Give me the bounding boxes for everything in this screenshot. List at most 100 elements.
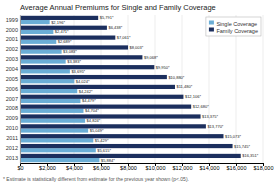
bar — [20, 69, 70, 73]
x-tick-label: $18,000 — [254, 165, 274, 171]
x-tick-label: $12,000 — [173, 165, 193, 171]
grid-line — [209, 15, 210, 163]
x-tick-label: $2,000 — [39, 165, 56, 171]
data-label: $12,680* — [193, 104, 209, 109]
series-bars — [20, 16, 241, 158]
data-label: $4,479* — [82, 98, 96, 103]
data-label: $3,083* — [63, 49, 77, 54]
y-tick: 2004 — [6, 66, 20, 72]
x-tick: $14,000 — [200, 163, 220, 171]
x-tick: $6,000 — [93, 163, 110, 171]
data-label: $16,351* — [242, 153, 258, 158]
data-label: $9,068* — [144, 55, 158, 60]
data-label: $2,471* — [55, 29, 69, 34]
x-tick-label: $6,000 — [93, 165, 110, 171]
chart: $2,196*$2,471*$2,689*$3,083*$3,383*$3,69… — [0, 0, 275, 183]
y-axis-line — [20, 16, 21, 164]
data-label: $13,375* — [202, 114, 218, 119]
data-label: $5,049* — [90, 128, 104, 133]
data-label: $10,880* — [168, 75, 184, 80]
data-label: $15,745* — [234, 144, 250, 149]
y-tick-label: 2005 — [6, 76, 18, 82]
bar — [20, 79, 74, 83]
legend-item: Family Coverage — [209, 28, 258, 34]
y-tick-label: 2009 — [6, 115, 18, 121]
x-tick: $10,000 — [146, 163, 166, 171]
x-tick-label: $14,000 — [200, 165, 220, 171]
x-tick-label: $16,000 — [227, 165, 247, 171]
legend-item: Single Coverage — [209, 21, 257, 27]
grid-line — [20, 15, 21, 163]
x-tick: $8,000 — [120, 163, 137, 171]
y-tick-label: 2006 — [6, 86, 18, 92]
legend-swatch — [209, 21, 214, 25]
title: Average Annual Premiums for Single and F… — [20, 3, 216, 12]
data-label: $5,429* — [95, 138, 109, 143]
bar — [20, 65, 154, 69]
y-axis: 1999 2000 2001 2002 2003 2004 2005 2006 2007 2008… — [6, 16, 21, 164]
bar — [20, 50, 62, 54]
x-tick: $18,000 — [254, 163, 274, 171]
y-tick: 2005 — [6, 76, 20, 82]
y-tick: 2006 — [6, 86, 20, 92]
data-label: $4,242* — [79, 89, 93, 94]
y-tick: 2002 — [6, 46, 20, 52]
y-tick: 2001 — [6, 36, 20, 42]
bars — [20, 16, 241, 162]
data-label: $7,061* — [117, 35, 131, 40]
bar — [20, 99, 80, 103]
y-tick: 2010 — [6, 125, 20, 131]
y-tick-label: 2001 — [6, 36, 18, 42]
bar — [20, 114, 201, 118]
x-tick: $2,000 — [39, 163, 56, 171]
data-label: $2,196* — [51, 20, 65, 25]
y-tick-label: 2011 — [6, 135, 18, 141]
y-tick-label: 2002 — [6, 46, 18, 52]
x-tick-label: $8,000 — [120, 165, 137, 171]
footnote: * Estimate is statistically different fr… — [3, 176, 189, 182]
bar — [20, 148, 96, 152]
x-tick: $16,000 — [227, 163, 247, 171]
bar — [20, 144, 233, 148]
y-tick-label: 2000 — [6, 27, 18, 33]
data-label: $8,003* — [130, 45, 144, 50]
x-axis: $0 $2,000 $4,000 $6,000 $8,000 $10,000 $12,000… — [17, 163, 273, 171]
legend-label: Family Coverage — [216, 28, 258, 34]
y-tick-label: 2008 — [6, 105, 18, 111]
y-tick: 2008 — [6, 105, 20, 111]
plot: $2,196*$2,471*$2,689*$3,083*$3,383*$3,69… — [6, 15, 274, 171]
y-tick-label: 2010 — [6, 125, 18, 131]
bar — [20, 30, 53, 34]
bar — [20, 138, 93, 142]
data-label: $4,824* — [87, 118, 101, 123]
y-tick: 2009 — [6, 115, 20, 121]
data-label: $4,024* — [76, 79, 90, 84]
legend-label: Single Coverage — [216, 21, 257, 27]
y-tick-label: 2007 — [6, 96, 18, 102]
x-tick: $4,000 — [66, 163, 83, 171]
bar — [20, 124, 206, 128]
bar — [20, 89, 77, 93]
y-tick: 2003 — [6, 56, 20, 62]
x-tick-label: $4,000 — [66, 165, 83, 171]
x-tick: $0 — [17, 163, 23, 171]
data-labels: $2,196*$2,471*$2,689*$3,083*$3,383*$3,69… — [51, 15, 259, 162]
bar — [20, 128, 88, 132]
data-label: $5,791* — [100, 15, 114, 20]
legend-box — [206, 17, 261, 36]
bar — [20, 85, 175, 89]
data-label: $15,073* — [225, 134, 241, 139]
data-label: $11,480* — [176, 84, 192, 89]
y-tick: 2012 — [6, 145, 20, 151]
grid-line — [263, 15, 264, 163]
y-tick: 2007 — [6, 96, 20, 102]
x-tick-label: $10,000 — [146, 165, 166, 171]
y-tick: 1999 — [6, 17, 20, 23]
x-tick: $12,000 — [173, 163, 193, 171]
grid — [20, 15, 263, 163]
grid-line — [236, 15, 237, 163]
data-label: $13,770* — [207, 124, 223, 129]
data-label: $5,615* — [97, 148, 111, 153]
legend: Single CoverageFamily Coverage — [206, 17, 261, 36]
data-label: $4,704* — [85, 108, 99, 113]
